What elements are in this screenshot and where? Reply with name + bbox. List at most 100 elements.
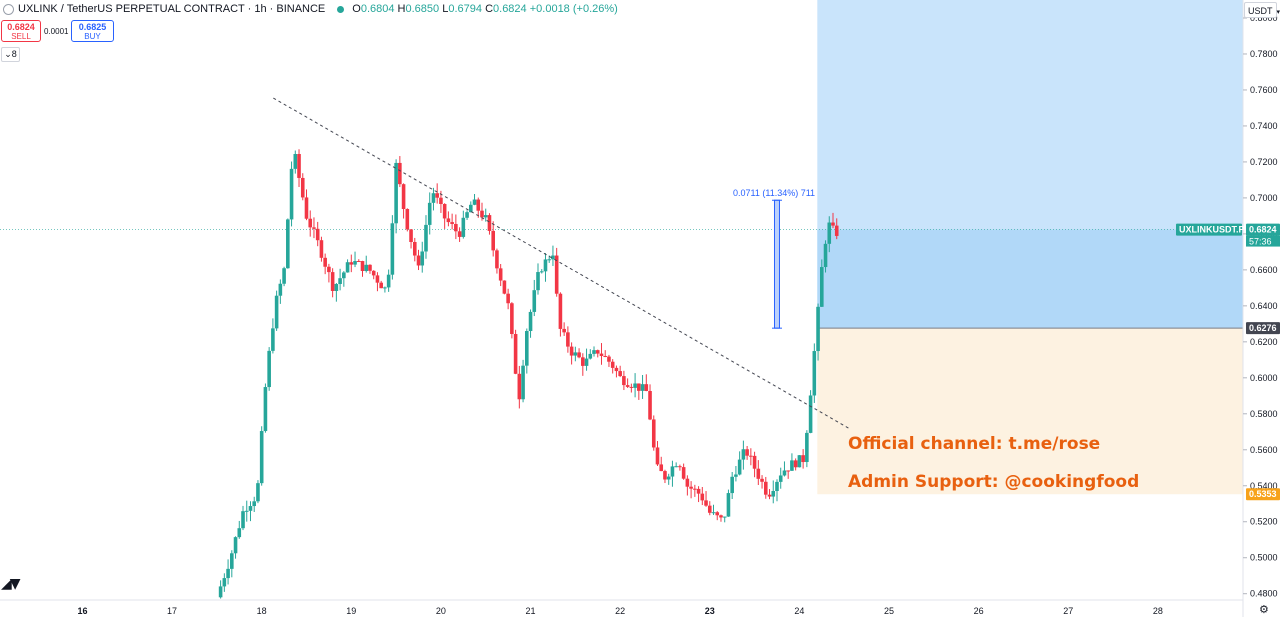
candle[interactable] xyxy=(644,384,649,391)
candle[interactable] xyxy=(771,491,776,497)
candle[interactable] xyxy=(218,586,223,598)
candle[interactable] xyxy=(793,460,798,468)
candle[interactable] xyxy=(521,365,525,400)
candle[interactable] xyxy=(595,350,600,354)
candle[interactable] xyxy=(513,334,518,374)
candle[interactable] xyxy=(442,204,447,219)
candle[interactable] xyxy=(319,240,324,258)
candle[interactable] xyxy=(375,275,380,283)
candle[interactable] xyxy=(345,262,350,273)
candle[interactable] xyxy=(588,353,593,359)
candle[interactable] xyxy=(390,223,395,275)
candle[interactable] xyxy=(566,332,570,347)
candle[interactable] xyxy=(476,199,481,211)
candle[interactable] xyxy=(379,282,383,289)
candle[interactable] xyxy=(371,270,376,276)
candle[interactable] xyxy=(816,306,820,352)
candle[interactable] xyxy=(633,383,637,388)
candle[interactable] xyxy=(495,250,499,269)
candle[interactable] xyxy=(782,470,787,476)
candle[interactable] xyxy=(685,478,690,487)
candle[interactable] xyxy=(435,193,439,198)
candle[interactable] xyxy=(763,481,768,495)
candle[interactable] xyxy=(297,154,301,178)
price-axis[interactable] xyxy=(1243,0,1280,617)
candle[interactable] xyxy=(554,255,559,294)
candle[interactable] xyxy=(711,512,716,514)
candle[interactable] xyxy=(573,352,578,356)
candle[interactable] xyxy=(536,272,540,291)
candle[interactable] xyxy=(648,390,652,420)
candle[interactable] xyxy=(259,431,264,484)
candle[interactable] xyxy=(812,351,817,396)
candle[interactable] xyxy=(637,383,641,391)
candle[interactable] xyxy=(778,475,783,482)
candle[interactable] xyxy=(805,432,809,463)
candle[interactable] xyxy=(670,466,675,477)
candle[interactable] xyxy=(551,255,555,260)
candle[interactable] xyxy=(356,261,361,263)
candle[interactable] xyxy=(480,210,484,218)
candle[interactable] xyxy=(510,303,514,335)
candle[interactable] xyxy=(498,268,503,281)
candle[interactable] xyxy=(614,367,619,372)
indicators-toggle[interactable]: ⌄8 xyxy=(1,47,20,62)
candle[interactable] xyxy=(831,222,835,226)
trendline[interactable] xyxy=(273,97,849,429)
candle[interactable] xyxy=(398,162,402,185)
candle[interactable] xyxy=(737,459,742,475)
candle[interactable] xyxy=(491,230,495,251)
candle[interactable] xyxy=(278,283,283,296)
candle[interactable] xyxy=(360,261,365,272)
currency-selector[interactable]: USDT ▾ xyxy=(1244,2,1280,18)
candle[interactable] xyxy=(353,261,357,265)
candle[interactable] xyxy=(472,199,477,205)
candle[interactable] xyxy=(244,510,249,512)
candle[interactable] xyxy=(618,371,622,377)
candle[interactable] xyxy=(327,266,331,273)
candle[interactable] xyxy=(315,228,320,241)
candle[interactable] xyxy=(394,162,398,224)
candle[interactable] xyxy=(427,202,432,225)
candle[interactable] xyxy=(722,516,727,518)
measure-bar[interactable] xyxy=(773,199,780,329)
candle[interactable] xyxy=(625,385,630,387)
candle[interactable] xyxy=(577,352,581,358)
candle[interactable] xyxy=(457,231,462,237)
candle[interactable] xyxy=(289,168,294,220)
candle[interactable] xyxy=(730,476,734,494)
gear-icon[interactable]: ⚙ xyxy=(1259,604,1269,616)
candle[interactable] xyxy=(323,257,327,267)
candle[interactable] xyxy=(756,468,761,479)
candle[interactable] xyxy=(760,478,764,482)
candle[interactable] xyxy=(707,505,712,513)
candle[interactable] xyxy=(439,197,443,205)
candle[interactable] xyxy=(655,447,660,465)
candle[interactable] xyxy=(629,386,634,388)
candle[interactable] xyxy=(741,449,746,460)
candle[interactable] xyxy=(640,384,645,391)
candle[interactable] xyxy=(383,287,387,289)
candle[interactable] xyxy=(487,215,492,231)
symbol-header[interactable]: UXLINK / TetherUS PERPETUAL CONTRACT · 1… xyxy=(0,0,618,18)
candle[interactable] xyxy=(562,328,566,333)
candle[interactable] xyxy=(431,193,436,203)
candle[interactable] xyxy=(267,350,271,388)
candle[interactable] xyxy=(405,209,410,230)
candle[interactable] xyxy=(651,419,656,448)
candle[interactable] xyxy=(752,455,757,469)
candle[interactable] xyxy=(312,227,316,229)
candle[interactable] xyxy=(700,493,705,501)
candle[interactable] xyxy=(446,218,451,223)
candle[interactable] xyxy=(308,218,313,228)
candle[interactable] xyxy=(450,222,454,224)
candle[interactable] xyxy=(678,466,682,468)
candle[interactable] xyxy=(420,251,425,266)
candle[interactable] xyxy=(749,455,753,457)
candle[interactable] xyxy=(681,467,686,479)
candle[interactable] xyxy=(603,355,608,357)
candle[interactable] xyxy=(424,224,428,252)
candle[interactable] xyxy=(330,272,335,291)
candle[interactable] xyxy=(674,466,678,468)
candle[interactable] xyxy=(416,255,421,266)
